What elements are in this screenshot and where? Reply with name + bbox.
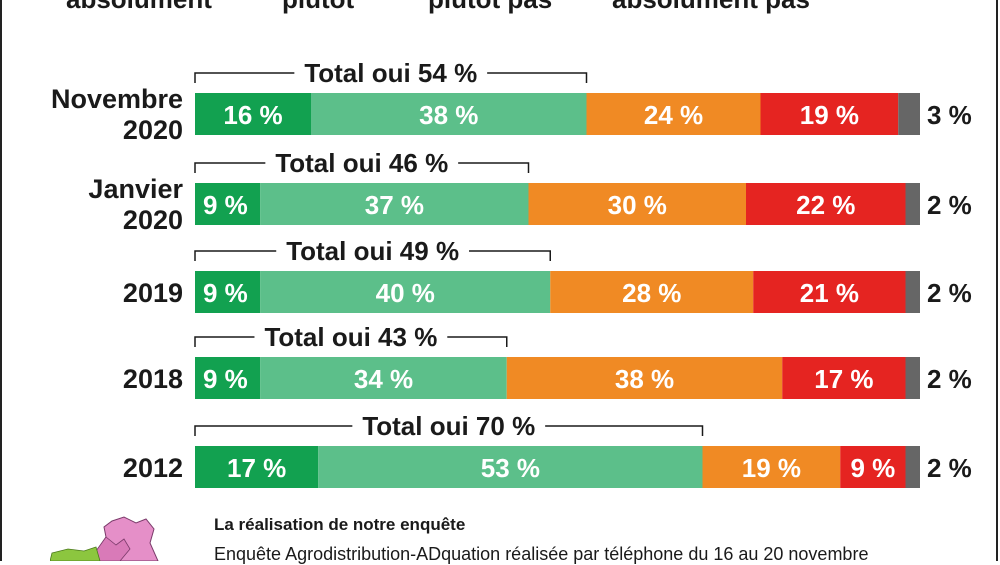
bar-segment-plutot-pas	[550, 271, 754, 313]
bar-segment-plutot-pas	[586, 93, 761, 135]
category-label: 2018	[123, 364, 183, 394]
bar-segment-absolument-pas	[782, 357, 906, 399]
bar-segment-absolument	[195, 93, 311, 135]
bar-segment-plutot-pas	[702, 446, 841, 488]
bar-value-label: 19 %	[800, 100, 859, 130]
total-bracket-left	[194, 425, 353, 436]
bar-segment-plutot	[260, 271, 551, 313]
bar-segment-plutot	[318, 446, 703, 488]
legend-label-plutot: plutôt	[282, 0, 354, 15]
bar-value-label: 30 %	[608, 190, 667, 220]
bar-value-label: 19 %	[742, 453, 801, 483]
bar-segment-plutot	[311, 93, 587, 135]
bar-value-label: 24 %	[644, 100, 703, 130]
total-oui-label: Total oui 54 %	[304, 58, 477, 88]
bar-segment-absolument	[195, 357, 261, 399]
bar-segment-absolument-pas	[840, 446, 906, 488]
bar-value-label: 38 %	[615, 364, 674, 394]
bar-segment-absolument-pas	[753, 271, 906, 313]
bar-segment-absolument	[195, 271, 261, 313]
bar-segment-sans-opinion	[905, 183, 920, 225]
bar-segment-absolument	[195, 446, 319, 488]
france-map-icon	[50, 516, 159, 561]
total-bracket-right	[545, 425, 704, 436]
total-oui-label: Total oui 70 %	[362, 411, 535, 441]
bar-segment-plutot	[260, 183, 529, 225]
bar-segment-absolument-pas	[746, 183, 906, 225]
survey-title: La réalisation de notre enquête	[214, 515, 466, 534]
category-label: 2019	[123, 278, 183, 308]
bar-segment-absolument-pas	[760, 93, 899, 135]
bar-value-label: 53 %	[481, 453, 540, 483]
bar-value-label: 9 %	[203, 190, 248, 220]
bar-value-label: 9 %	[850, 453, 895, 483]
category-label: 2020	[123, 115, 183, 145]
bar-segment-plutot-pas	[528, 183, 746, 225]
bar-value-label: 37 %	[365, 190, 424, 220]
total-bracket-left	[194, 250, 277, 261]
bar-value-label: 17 %	[227, 453, 286, 483]
bar-value-label: 28 %	[622, 278, 681, 308]
bar-segment-plutot-pas	[506, 357, 783, 399]
bar-value-label: 2 %	[927, 190, 972, 220]
bar-value-label: 2 %	[927, 453, 972, 483]
bar-value-label: 9 %	[203, 364, 248, 394]
total-oui-label: Total oui 49 %	[286, 236, 459, 266]
survey-text: Enquête Agrodistribution-ADquation réali…	[214, 544, 869, 564]
bar-segment-sans-opinion	[898, 93, 920, 135]
bar-value-label: 40 %	[376, 278, 435, 308]
legend-label-absolument: absolument	[66, 0, 212, 15]
total-oui-label: Total oui 43 %	[264, 322, 437, 352]
bar-value-label: 21 %	[800, 278, 859, 308]
bar-value-label: 17 %	[814, 364, 873, 394]
total-bracket-left	[194, 72, 295, 83]
total-bracket-left	[194, 162, 266, 173]
bar-segment-sans-opinion	[905, 357, 920, 399]
bar-value-label: 2 %	[927, 364, 972, 394]
total-bracket-left	[194, 336, 255, 347]
bar-segment-sans-opinion	[905, 271, 920, 313]
bar-value-label: 38 %	[419, 100, 478, 130]
total-bracket-right	[447, 336, 508, 347]
total-oui-label: Total oui 46 %	[275, 148, 448, 178]
category-label: 2020	[123, 205, 183, 235]
legend-label-plutot-pas: plutôt pas	[428, 0, 552, 15]
bar-value-label: 3 %	[927, 100, 972, 130]
category-label: Novembre	[51, 84, 183, 114]
total-bracket-right	[458, 162, 530, 173]
bar-segment-sans-opinion	[905, 446, 920, 488]
legend-label-absolument-pas: absolument pas	[612, 0, 810, 15]
category-label: Janvier	[88, 174, 183, 204]
bar-segment-plutot	[260, 357, 507, 399]
total-bracket-right	[487, 72, 588, 83]
bar-value-label: 16 %	[223, 100, 282, 130]
bar-value-label: 22 %	[796, 190, 855, 220]
bar-value-label: 9 %	[203, 278, 248, 308]
category-label: 2012	[123, 453, 183, 483]
bar-segment-absolument	[195, 183, 261, 225]
bar-value-label: 2 %	[927, 278, 972, 308]
total-bracket-right	[469, 250, 551, 261]
bar-value-label: 34 %	[354, 364, 413, 394]
